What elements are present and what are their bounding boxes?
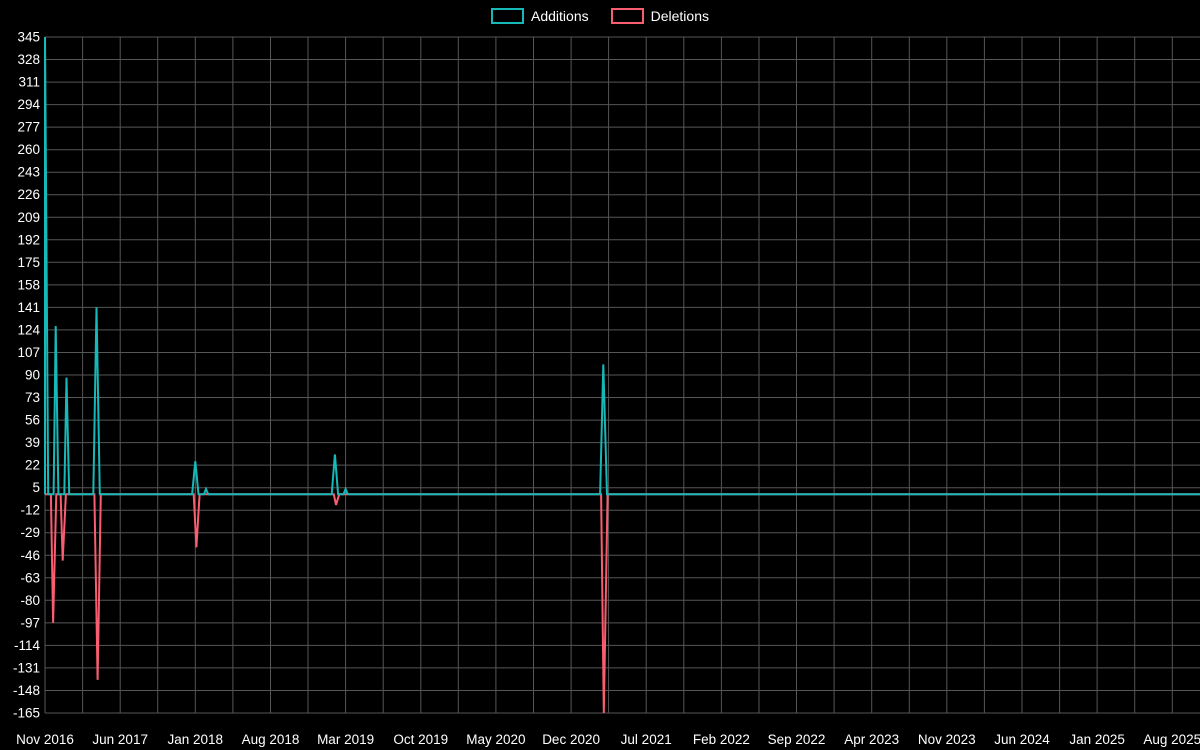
svg-text:May 2020: May 2020 bbox=[466, 732, 525, 747]
additions-swatch bbox=[491, 8, 525, 24]
svg-text:124: 124 bbox=[17, 322, 40, 337]
legend-label-additions: Additions bbox=[531, 8, 589, 24]
legend-label-deletions: Deletions bbox=[650, 8, 709, 24]
svg-text:56: 56 bbox=[25, 413, 40, 428]
svg-text:294: 294 bbox=[17, 97, 40, 112]
svg-text:311: 311 bbox=[18, 75, 40, 90]
chart-legend: Additions Deletions bbox=[0, 8, 1200, 24]
svg-text:277: 277 bbox=[17, 120, 40, 135]
svg-text:175: 175 bbox=[17, 255, 40, 270]
svg-text:243: 243 bbox=[17, 165, 40, 180]
svg-text:-46: -46 bbox=[20, 548, 40, 563]
svg-text:Sep 2022: Sep 2022 bbox=[768, 732, 826, 747]
svg-text:158: 158 bbox=[17, 277, 40, 292]
svg-text:Jun 2024: Jun 2024 bbox=[994, 732, 1050, 747]
svg-text:209: 209 bbox=[17, 210, 40, 225]
svg-text:141: 141 bbox=[17, 300, 40, 315]
svg-text:328: 328 bbox=[17, 52, 40, 67]
svg-text:226: 226 bbox=[17, 187, 40, 202]
svg-text:192: 192 bbox=[17, 232, 40, 247]
svg-text:345: 345 bbox=[17, 30, 40, 45]
svg-text:260: 260 bbox=[17, 142, 40, 157]
svg-text:Aug 2025: Aug 2025 bbox=[1143, 732, 1200, 747]
svg-text:-131: -131 bbox=[13, 660, 40, 675]
svg-text:Feb 2022: Feb 2022 bbox=[693, 732, 750, 747]
svg-text:Dec 2020: Dec 2020 bbox=[542, 732, 600, 747]
svg-text:-63: -63 bbox=[20, 570, 40, 585]
legend-item-additions[interactable]: Additions bbox=[491, 8, 589, 24]
deletions-swatch bbox=[610, 8, 644, 24]
svg-text:-148: -148 bbox=[13, 683, 40, 698]
svg-text:Jan 2025: Jan 2025 bbox=[1069, 732, 1125, 747]
svg-text:-80: -80 bbox=[20, 593, 40, 608]
svg-text:Jun 2017: Jun 2017 bbox=[92, 732, 148, 747]
svg-text:107: 107 bbox=[17, 345, 40, 360]
legend-item-deletions[interactable]: Deletions bbox=[610, 8, 709, 24]
svg-text:-97: -97 bbox=[20, 615, 40, 630]
svg-text:Mar 2019: Mar 2019 bbox=[317, 732, 374, 747]
svg-text:Jan 2018: Jan 2018 bbox=[168, 732, 224, 747]
svg-text:90: 90 bbox=[25, 368, 40, 383]
svg-text:-165: -165 bbox=[13, 706, 40, 721]
svg-text:Aug 2018: Aug 2018 bbox=[242, 732, 300, 747]
svg-text:22: 22 bbox=[25, 458, 40, 473]
svg-text:Oct 2019: Oct 2019 bbox=[393, 732, 448, 747]
svg-text:73: 73 bbox=[25, 390, 40, 405]
svg-text:-29: -29 bbox=[20, 525, 40, 540]
svg-text:Apr 2023: Apr 2023 bbox=[844, 732, 899, 747]
svg-text:Nov 2023: Nov 2023 bbox=[918, 732, 976, 747]
svg-text:-114: -114 bbox=[14, 638, 41, 653]
svg-text:5: 5 bbox=[32, 480, 40, 495]
svg-text:-12: -12 bbox=[20, 503, 40, 518]
svg-text:Jul 2021: Jul 2021 bbox=[621, 732, 672, 747]
svg-text:39: 39 bbox=[25, 435, 40, 450]
svg-text:Nov 2016: Nov 2016 bbox=[16, 732, 74, 747]
